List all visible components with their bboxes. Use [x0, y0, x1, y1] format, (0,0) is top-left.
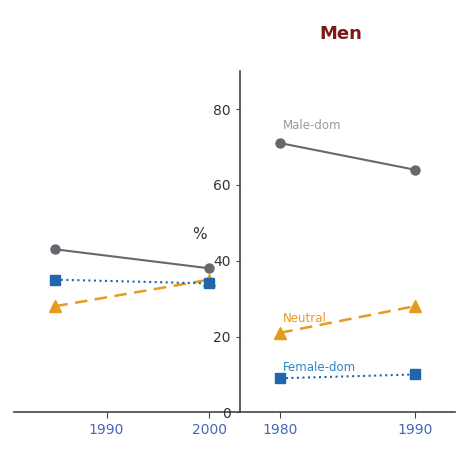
Text: Men: Men: [320, 25, 363, 43]
Text: Male-dom: Male-dom: [283, 119, 341, 132]
Text: Female-dom: Female-dom: [283, 361, 356, 374]
Text: Neutral: Neutral: [283, 312, 327, 325]
Y-axis label: %: %: [192, 227, 207, 242]
